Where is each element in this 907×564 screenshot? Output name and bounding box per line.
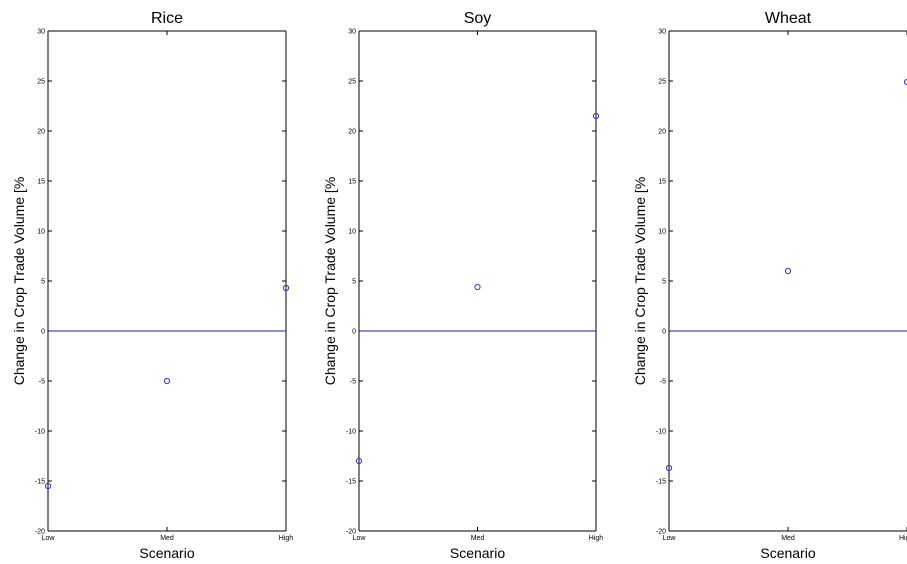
y-tick-label: -20 xyxy=(35,529,45,536)
y-tick-label: 20 xyxy=(37,129,45,136)
y-tick-label: -15 xyxy=(35,479,45,486)
y-tick-label: 5 xyxy=(662,279,666,286)
data-point xyxy=(903,78,907,86)
y-tick-label: 10 xyxy=(348,229,356,236)
y-tick-label: -5 xyxy=(39,379,45,386)
data-point xyxy=(163,377,171,385)
y-tick-label: 30 xyxy=(348,29,356,36)
y-tick-label: 5 xyxy=(352,279,356,286)
y-tick-label: -10 xyxy=(656,429,666,436)
y-tick-label: -15 xyxy=(346,479,356,486)
y-axis-label: Change in Crop Trade Volume [% xyxy=(11,177,27,386)
panel-wheat: -20 -15 -10 -5 0 5 10 15 20 25 30 Low Med Hig Wheat Sce… xyxy=(632,10,907,561)
y-tick-label: -15 xyxy=(656,479,666,486)
y-tick-label: 15 xyxy=(348,179,356,186)
y-tick-label: 5 xyxy=(41,279,45,286)
y-tick-label: 0 xyxy=(662,329,666,336)
data-point xyxy=(355,457,363,465)
y-tick-label: -10 xyxy=(35,429,45,436)
x-tick-label: Med xyxy=(160,535,174,542)
y-tick-label: 10 xyxy=(658,229,666,236)
x-tick-label: High xyxy=(589,535,604,542)
data-point xyxy=(474,283,481,291)
y-tick-label: 0 xyxy=(352,329,356,336)
y-tick-label: -20 xyxy=(656,529,666,536)
x-tick-label: Med xyxy=(471,535,485,542)
x-tick-label: Med xyxy=(781,535,795,542)
x-tick-label: Hig xyxy=(899,535,907,542)
x-axis-label: Scenario xyxy=(450,545,505,561)
y-tick-label: -10 xyxy=(346,429,356,436)
y-tick-label: -5 xyxy=(660,379,666,386)
data-point xyxy=(784,267,792,275)
y-tick-label: 20 xyxy=(658,129,666,136)
y-tick-label: 15 xyxy=(658,179,666,186)
y-tick-label: 25 xyxy=(348,79,356,86)
panel-rice: -20 -15 -10 -5 0 5 10 15 20 25 30 Low Med High Rice Sce… xyxy=(11,10,293,561)
x-axis-label: Scenario xyxy=(760,545,815,561)
x-tick-label: Low xyxy=(42,535,56,542)
x-tick-label: Low xyxy=(663,535,677,542)
y-tick-label: 30 xyxy=(37,29,45,36)
panel-soy: -20 -15 -10 -5 0 5 10 15 20 25 30 Low Med High Soy Scen… xyxy=(322,10,603,561)
x-tick-label: Low xyxy=(353,535,367,542)
data-point xyxy=(282,284,290,292)
panel-title: Soy xyxy=(464,10,492,27)
data-point xyxy=(592,112,600,120)
y-tick-label: 25 xyxy=(37,79,45,86)
y-tick-label: -5 xyxy=(350,379,356,386)
y-tick-label: 25 xyxy=(658,79,666,86)
y-tick-label: 10 xyxy=(37,229,45,236)
y-tick-label: 20 xyxy=(348,129,356,136)
panel-title: Rice xyxy=(151,10,183,27)
y-tick-label: 15 xyxy=(37,179,45,186)
data-point xyxy=(665,464,673,472)
y-axis-label: Change in Crop Trade Volume [% xyxy=(632,177,648,386)
panel-title: Wheat xyxy=(765,10,812,27)
y-tick-label: -20 xyxy=(346,529,356,536)
data-point xyxy=(44,482,52,490)
x-axis-label: Scenario xyxy=(139,545,194,561)
x-tick-label: High xyxy=(279,535,294,542)
y-tick-label: 30 xyxy=(658,29,666,36)
y-axis-label: Change in Crop Trade Volume [% xyxy=(322,177,338,386)
y-tick-label: 0 xyxy=(41,329,45,336)
